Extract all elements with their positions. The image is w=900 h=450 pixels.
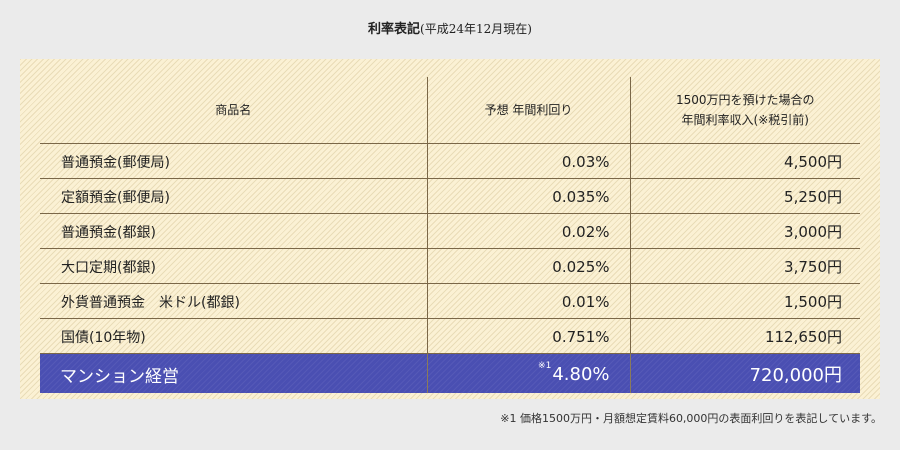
rate-table: 商品名 予想 年間利回り 1500万円を預けた場合の 年間利率収入(※税引前) …	[40, 77, 860, 393]
header-income-line2: 年間利率収入(※税引前)	[681, 112, 809, 127]
table-row: 大口定期(都銀) 0.025% 3,750円	[40, 248, 860, 284]
product-name: 大口定期(都銀)	[40, 248, 427, 284]
product-name: 外貨普通預金 米ドル(都銀)	[40, 283, 427, 319]
income-value: 3,000円	[629, 213, 860, 249]
product-name: 定額預金(郵便局)	[40, 178, 427, 214]
income-value: 720,000円	[629, 353, 860, 393]
product-name: 普通預金(都銀)	[40, 213, 427, 249]
header-income-line1: 1500万円を預けた場合の	[675, 92, 815, 107]
yield-value: 0.751%	[426, 318, 630, 354]
rate-table-panel: 商品名 予想 年間利回り 1500万円を預けた場合の 年間利率収入(※税引前) …	[20, 59, 880, 399]
footnote-mark: ※1	[538, 360, 552, 371]
header-income: 1500万円を預けた場合の 年間利率収入(※税引前)	[629, 77, 860, 144]
header-product: 商品名	[40, 77, 427, 144]
yield-value: 0.03%	[426, 143, 630, 179]
yield-number: 4.80%	[552, 363, 610, 385]
income-value: 5,250円	[629, 178, 860, 214]
table-row: 普通預金(都銀) 0.02% 3,000円	[40, 213, 860, 249]
income-value: 1,500円	[629, 283, 860, 319]
yield-value: 0.035%	[426, 178, 630, 214]
income-value: 3,750円	[629, 248, 860, 284]
title-date: (平成24年12月現在)	[420, 22, 532, 36]
product-name: 普通預金(郵便局)	[40, 143, 427, 179]
table-header-row: 商品名 予想 年間利回り 1500万円を預けた場合の 年間利率収入(※税引前)	[40, 77, 860, 144]
highlight-row: マンション経営 ※14.80% 720,000円	[40, 353, 860, 393]
table-row: 国債(10年物) 0.751% 112,650円	[40, 318, 860, 354]
table-row: 普通預金(郵便局) 0.03% 4,500円	[40, 143, 860, 179]
page-title: 利率表記(平成24年12月現在)	[0, 18, 900, 37]
yield-value: 0.025%	[426, 248, 630, 284]
title-main: 利率表記	[368, 22, 421, 37]
product-name: 国債(10年物)	[40, 318, 427, 354]
yield-value: 0.02%	[426, 213, 630, 249]
income-value: 112,650円	[629, 318, 860, 354]
yield-value: 0.01%	[426, 283, 630, 319]
header-yield: 予想 年間利回り	[426, 77, 630, 144]
income-value: 4,500円	[629, 143, 860, 179]
footnote: ※1 価格1500万円・月額想定賃料60,000円の表面利回りを表記しています。	[500, 412, 882, 425]
yield-value: ※14.80%	[426, 353, 630, 393]
table-row: 定額預金(郵便局) 0.035% 5,250円	[40, 178, 860, 214]
table-row: 外貨普通預金 米ドル(都銀) 0.01% 1,500円	[40, 283, 860, 319]
product-name: マンション経営	[40, 353, 427, 393]
